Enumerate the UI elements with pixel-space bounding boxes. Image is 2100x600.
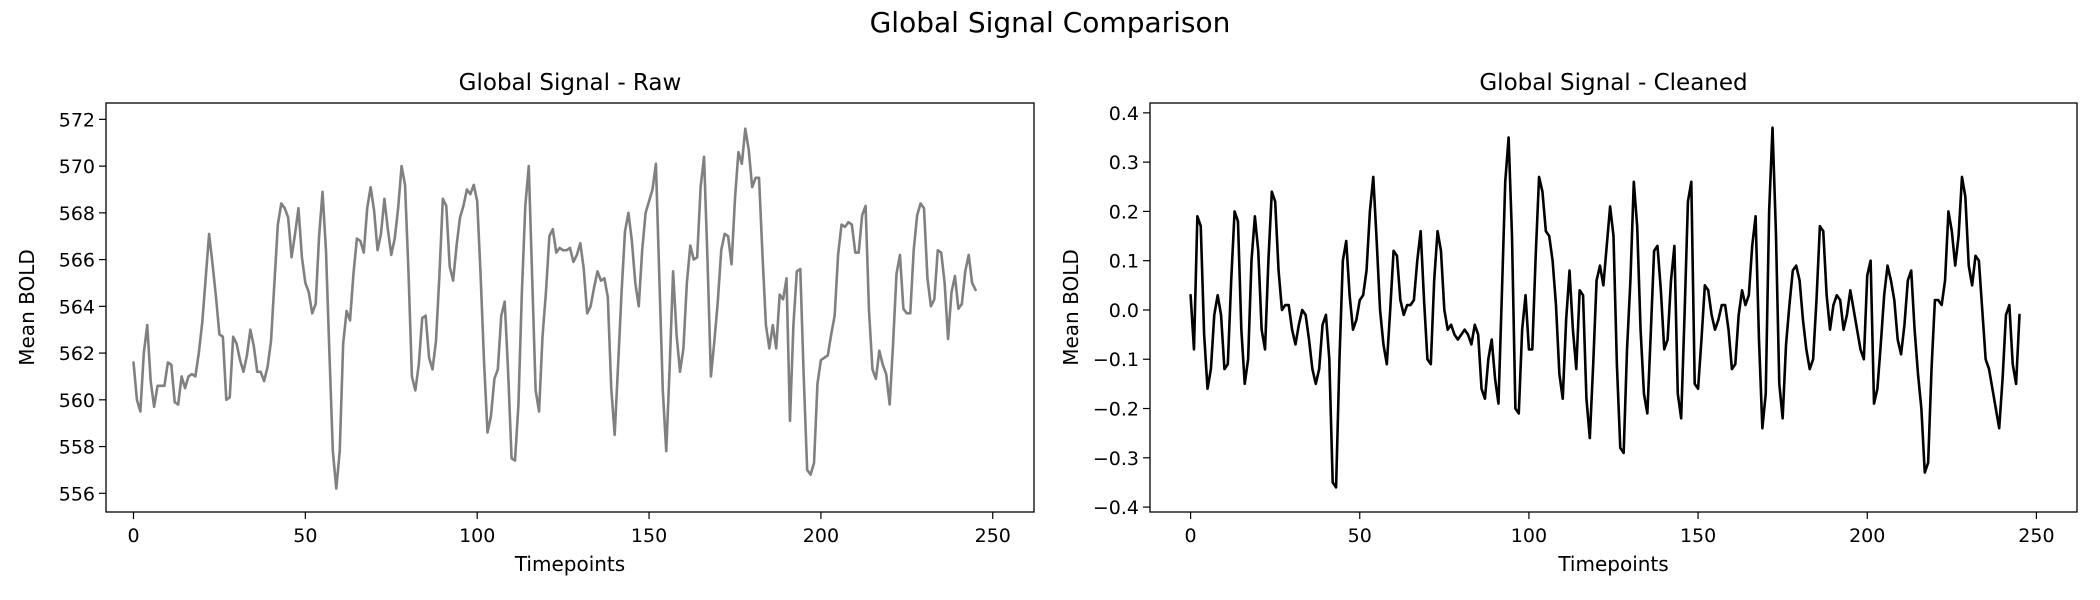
raw-y-tick-label: 556 — [59, 483, 95, 505]
raw-x-tick-label: 50 — [293, 525, 317, 547]
raw-x-axis-label: Timepoints — [514, 552, 625, 576]
raw-y-tick-label: 572 — [59, 109, 95, 131]
raw-y-tick-label: 568 — [59, 203, 95, 225]
raw-x-tick-label: 150 — [631, 525, 667, 547]
cleaned-y-tick-label: −0.3 — [1093, 448, 1139, 470]
cleaned-y-axis-label: Mean BOLD — [1059, 249, 1083, 366]
cleaned-panel: Global Signal - Cleaned Timepoints Mean … — [1059, 70, 2078, 576]
cleaned-y-tick-label: 0.0 — [1109, 300, 1139, 322]
raw-y-tick-label: 564 — [59, 296, 95, 318]
figure-title: Global Signal Comparison — [869, 6, 1231, 39]
cleaned-y-tick-label: 0.2 — [1109, 201, 1139, 223]
cleaned-x-axis-label: Timepoints — [1557, 552, 1668, 576]
raw-y-tick-label: 562 — [59, 343, 95, 365]
raw-y-tick-label: 566 — [59, 250, 95, 272]
raw-panel: Global Signal - Raw Timepoints Mean BOLD… — [15, 70, 1035, 576]
raw-y-tick-label: 558 — [59, 437, 95, 459]
raw-series-line — [132, 127, 977, 490]
raw-x-tick-label: 0 — [127, 525, 139, 547]
cleaned-x-tick-label: 100 — [1511, 525, 1547, 547]
cleaned-series-line — [1189, 126, 2021, 489]
raw-x-tick-label: 200 — [803, 525, 839, 547]
cleaned-y-tick-label: −0.2 — [1093, 399, 1139, 421]
cleaned-y-tick-label: −0.1 — [1093, 349, 1139, 371]
raw-plot-frame — [105, 102, 1035, 513]
cleaned-x-tick-label: 50 — [1348, 525, 1372, 547]
cleaned-chart-title: Global Signal - Cleaned — [1479, 70, 1747, 96]
cleaned-x-tick-label: 150 — [1680, 525, 1716, 547]
raw-y-tick-label: 560 — [59, 390, 95, 412]
cleaned-x-tick-label: 0 — [1185, 525, 1197, 547]
cleaned-y-tick-label: 0.4 — [1109, 103, 1139, 125]
raw-y-axis-label: Mean BOLD — [15, 249, 39, 366]
cleaned-x-tick-label: 250 — [2018, 525, 2054, 547]
cleaned-y-tick-label: 0.1 — [1109, 251, 1139, 273]
raw-chart-title: Global Signal - Raw — [459, 70, 682, 96]
raw-x-tick-label: 250 — [975, 525, 1011, 547]
raw-y-tick-label: 570 — [59, 156, 95, 178]
cleaned-y-tick-label: −0.4 — [1093, 497, 1139, 519]
raw-x-tick-label: 100 — [459, 525, 495, 547]
cleaned-y-tick-label: 0.3 — [1109, 152, 1139, 174]
cleaned-x-tick-label: 200 — [1849, 525, 1885, 547]
cleaned-plot-frame — [1149, 102, 2078, 513]
